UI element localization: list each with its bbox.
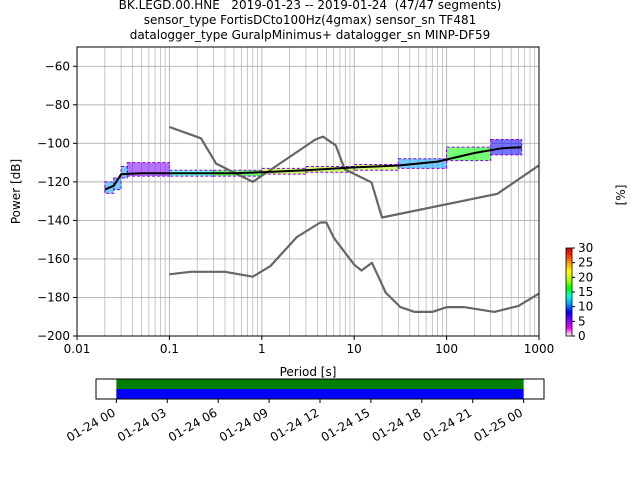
y-tick-label: −100 [37,136,70,150]
colorbar-scale [565,247,573,337]
psd-heatmap-cell-outline [104,181,115,194]
timeline-tick-label: 01-24 15 [319,405,373,444]
y-tick-label: −120 [37,175,70,189]
x-tick-label: 0.1 [160,342,179,356]
chart-title-line-1: BK.LEGD.00.HNE 2019-01-23 -- 2019-01-24 … [118,0,502,12]
plot-frame [76,46,540,337]
psd-heatmap-cell [121,166,128,179]
noise-model-line [169,125,540,219]
y-tick-label: −180 [37,290,70,304]
psd-heatmap-cell-outline [113,177,122,191]
timeline-tick-label: 01-24 18 [370,405,424,444]
colorbar-tick-label: 10 [578,300,593,314]
y-axis-label: Power [dB] [9,159,23,224]
x-tick-label: 1000 [524,342,555,356]
x-tick-label: 0.01 [64,342,91,356]
colorbar-label: [%] [614,185,628,206]
timeline-coverage-bar [116,379,524,389]
colorbar-tick-label: 20 [578,270,593,284]
colorbar-tick-label: 5 [578,314,586,328]
psd-heatmap-cell-outline [397,158,448,169]
y-tick-label: −60 [45,59,70,73]
mean-psd-line [104,146,522,191]
timeline-tick-label: 01-25 00 [471,405,525,444]
timeline-coverage-bar [116,389,524,399]
timeline-tick-label: 01-24 09 [217,405,271,444]
timeline-tick-label: 01-24 03 [115,405,169,444]
timeline-tick-label: 01-24 21 [421,405,475,444]
colorbar-tick-label: 0 [578,329,586,343]
x-axis-label: Period [s] [280,365,337,379]
y-tick-label: −200 [37,329,70,343]
chart-title-line-2: sensor_type FortisDCto100Hz(4gmax) senso… [143,13,477,27]
ppsd-plot-area: 0.01 0.1 1 10 100 1000 −60 −80 −100 −120 −140 −160 −… [9,46,555,379]
colorbar-tick-label: 15 [578,285,593,299]
timeline-tick-label: 01-24 06 [166,405,220,444]
y-tick-label: −160 [37,252,70,266]
colorbar-tick-label: 25 [578,256,593,270]
psd-heatmap-cell-outline [126,162,170,177]
psd-heatmap-cell [113,178,122,190]
colorbar-tick-label: 30 [578,241,593,255]
y-tick-label: −80 [45,98,70,112]
timeline-tick-label: 01-24 12 [268,405,322,444]
psd-heatmap-cell-outline [490,138,523,156]
noise-model-line [169,221,540,313]
x-tick-label: 10 [347,342,362,356]
y-tick-label: −140 [37,213,70,227]
plot-background [77,47,539,336]
x-tick-label: 1 [258,342,266,356]
timeline-tick-label: 01-24 00 [64,405,118,444]
chart-title-line-3: datalogger_type GuralpMinimus+ datalogge… [129,28,491,42]
x-tick-label: 100 [435,342,458,356]
